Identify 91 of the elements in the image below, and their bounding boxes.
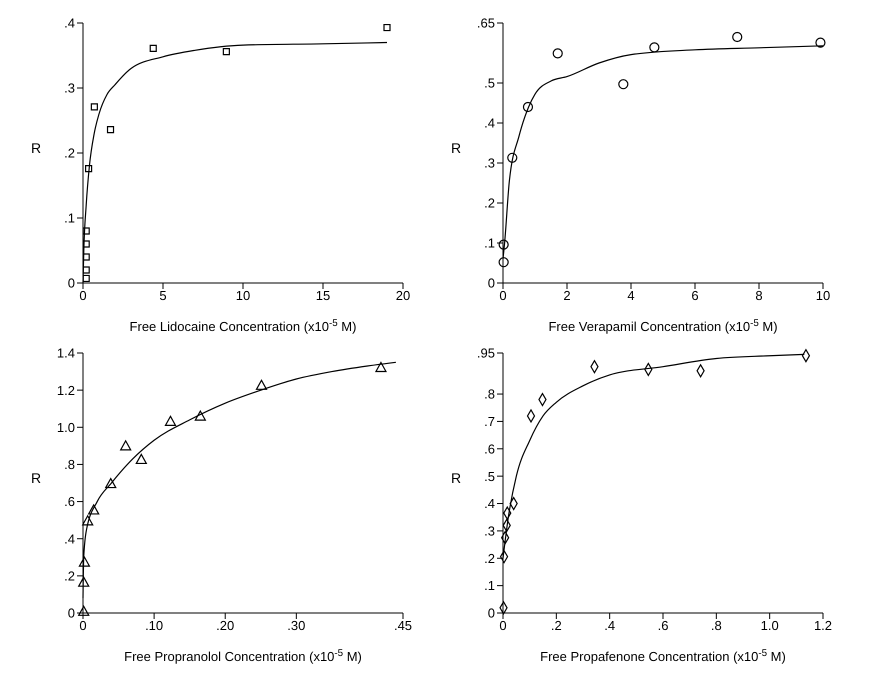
point: [194, 410, 206, 421]
point: [815, 38, 826, 48]
x-tick-label: 1.0: [760, 618, 779, 634]
y-tick-label: .1: [484, 236, 495, 251]
x-tick-label: 5: [159, 288, 167, 304]
y-tick-label: .6: [484, 441, 495, 456]
y-tick-label: .7: [484, 414, 495, 430]
y-tick-label: .95: [476, 346, 495, 361]
x-tick-label: .10: [145, 618, 164, 634]
y-tick-label: 0: [68, 276, 75, 291]
x-tick-label: 1.2: [814, 618, 832, 634]
x-tick-label: .8: [710, 618, 722, 634]
point: [383, 24, 391, 32]
x-tick-label: .30: [287, 618, 306, 634]
point: [222, 48, 230, 56]
y-tick-label: .2: [64, 568, 75, 584]
x-tick-label: .6: [658, 618, 668, 634]
x-tick-label: 10: [816, 288, 830, 304]
x-tick-label: 0: [79, 618, 87, 634]
x-tick-label: .4: [604, 618, 616, 634]
y-tick-label: 1.2: [56, 382, 75, 398]
point: [85, 165, 92, 172]
point: [375, 362, 387, 372]
y-tick-label: .8: [64, 457, 75, 472]
y-tick-label: 1.0: [56, 420, 75, 435]
point: [82, 240, 90, 248]
x-tick-label: 0: [499, 288, 507, 304]
y-tick-label: .2: [484, 550, 495, 566]
y-tick-label: .65: [476, 16, 495, 31]
y-tick-label: .1: [64, 210, 75, 226]
point: [88, 504, 100, 515]
x-tick-label: .2: [550, 618, 562, 634]
point: [82, 274, 90, 282]
x-tick-label: 4: [627, 288, 635, 304]
x-tick-label: 10: [236, 288, 250, 304]
y-tick-label: .5: [484, 468, 495, 484]
x-tick-label: 0: [499, 618, 507, 634]
y-tick-label: .4: [484, 496, 495, 512]
point: [507, 152, 518, 163]
y-axis-title: R: [450, 470, 462, 486]
point: [82, 227, 90, 235]
point: [106, 126, 114, 134]
point: [498, 240, 509, 250]
y-tick-label: 0: [488, 276, 495, 291]
point: [552, 48, 563, 58]
x-tick-label: 8: [755, 288, 763, 304]
y-tick-label: 0: [488, 606, 495, 621]
y-axis-title: R: [30, 140, 42, 156]
point: [136, 454, 147, 464]
y-axis-title: R: [450, 140, 462, 156]
y-tick-label: .6: [64, 494, 75, 510]
x-tick-label: .20: [216, 618, 234, 634]
x-tick-label: .45: [394, 618, 412, 634]
y-tick-label: 1.4: [56, 346, 75, 361]
x-tick-label: 0: [79, 288, 87, 304]
point: [82, 266, 90, 274]
y-tick-label: .8: [484, 386, 495, 402]
point: [649, 42, 660, 52]
point: [618, 79, 628, 90]
y-tick-label: .3: [64, 80, 75, 96]
y-tick-label: .3: [484, 524, 495, 539]
point: [498, 257, 509, 268]
y-tick-label: .5: [484, 76, 495, 91]
x-tick-label: 15: [316, 288, 330, 304]
y-tick-label: 0: [68, 606, 75, 621]
point: [164, 416, 176, 426]
y-tick-label: .1: [484, 578, 495, 594]
x-tick-label: 2: [563, 288, 571, 304]
point: [82, 515, 94, 526]
x-tick-label: 20: [396, 288, 410, 304]
y-tick-label: .2: [484, 196, 495, 211]
point: [256, 380, 268, 390]
x-axis-title: Free Lidocaine Concentration (x10$^{-5}$ M): [130, 318, 356, 334]
x-axis-title: Free Propranolol Concentration (x10$^{-5}$ M): [124, 648, 362, 664]
y-tick-label: .4: [484, 116, 495, 131]
x-axis-title: Free Verapamil Concentration (x10$^{-5}$ M): [548, 318, 778, 334]
point: [120, 440, 132, 450]
y-tick-label: .2: [64, 146, 75, 161]
y-tick-label: .4: [64, 16, 75, 31]
x-tick-label: 6: [691, 288, 699, 304]
point: [90, 103, 98, 110]
point: [732, 32, 742, 42]
point: [78, 556, 90, 567]
point: [78, 576, 90, 587]
y-axis-title: R: [30, 470, 42, 486]
x-axis-title: Free Propafenone Concentration (x10$^{-5}$ M): [540, 648, 786, 664]
point: [105, 478, 116, 488]
point: [522, 102, 534, 112]
y-tick-label: .4: [64, 531, 75, 546]
point: [150, 44, 157, 52]
y-tick-label: .3: [484, 156, 495, 171]
